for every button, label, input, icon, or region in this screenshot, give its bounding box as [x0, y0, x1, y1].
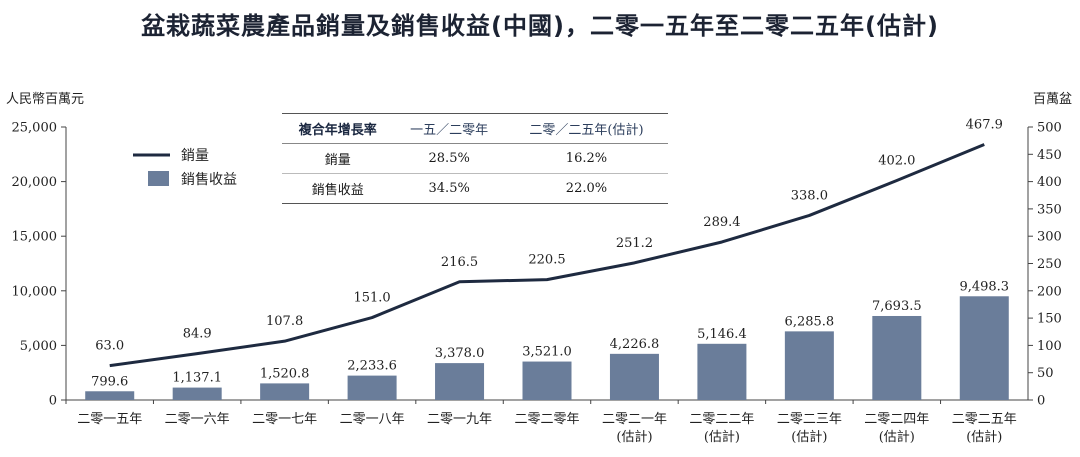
revenue-data-label: 1,520.8 — [260, 366, 310, 381]
cagr-table: 複合年增長率 一五／二零年 二零／二五年(估計) 銷量 28.5% 16.2% … — [282, 113, 668, 204]
revenue-bar — [609, 353, 659, 400]
cagr-value: 28.5% — [393, 143, 505, 174]
revenue-bar — [959, 296, 1009, 400]
y-right-tick-label: 100 — [1037, 339, 1062, 354]
cagr-row-label: 銷售收益 — [282, 173, 394, 204]
cagr-header-period-1: 一五／二零年 — [393, 113, 505, 144]
x-tick-label: 二零二三年 — [777, 412, 842, 427]
revenue-data-label: 9,498.3 — [959, 279, 1009, 294]
x-tick-label: 二零二零年 — [514, 412, 579, 427]
x-tick-label: (估計) — [791, 429, 827, 445]
volume-data-label: 289.4 — [703, 215, 740, 230]
y-right-tick-label: 350 — [1037, 202, 1062, 217]
y-right-tick-label: 400 — [1037, 175, 1062, 190]
cagr-value: 34.5% — [393, 173, 505, 204]
y-left-tick-label: 20,000 — [12, 175, 58, 190]
y-left-tick-label: 15,000 — [12, 230, 58, 245]
y-right-tick-label: 250 — [1037, 257, 1062, 272]
revenue-bar — [784, 331, 834, 400]
volume-data-label: 338.0 — [791, 188, 828, 203]
y-right-tick-label: 450 — [1037, 148, 1062, 163]
y-left-tick-label: 25,000 — [12, 121, 58, 136]
cagr-value: 22.0% — [504, 173, 668, 204]
volume-data-label: 467.9 — [966, 118, 1003, 133]
revenue-bar — [872, 315, 922, 400]
revenue-bar — [435, 363, 485, 400]
revenue-data-label: 799.6 — [91, 374, 128, 389]
revenue-data-label: 2,233.6 — [347, 359, 397, 374]
x-tick-label: 二零一七年 — [252, 412, 317, 427]
y-right-tick-label: 0 — [1037, 394, 1045, 409]
legend-line-label: 銷量 — [181, 148, 209, 164]
x-tick-label: 二零二一年 — [602, 412, 667, 427]
revenue-bar — [347, 375, 397, 400]
revenue-data-label: 6,285.8 — [785, 314, 835, 329]
volume-line — [109, 143, 985, 368]
revenue-bars — [85, 296, 1009, 400]
x-tick-label: 二零一六年 — [165, 412, 230, 427]
cagr-value: 16.2% — [504, 143, 668, 174]
volume-data-label: 402.0 — [878, 154, 915, 169]
y-left-tick-label: 5,000 — [20, 339, 57, 354]
revenue-bar — [697, 343, 747, 400]
revenue-bar — [260, 383, 310, 400]
axes: 0 5,000 10,000 15,000 20,000 25,000 0 50 100 150 2… — [6, 92, 1072, 445]
legend-bar-swatch — [148, 171, 169, 186]
y-left-axis-label: 人民幣百萬元 — [6, 92, 84, 107]
volume-data-label: 216.5 — [441, 255, 478, 270]
revenue-data-label: 1,137.1 — [172, 371, 222, 386]
y-right-tick-label: 200 — [1037, 284, 1062, 299]
revenue-data-label: 4,226.8 — [610, 337, 660, 352]
volume-data-label: 220.5 — [528, 253, 565, 268]
revenue-bar — [522, 361, 572, 400]
y-right-tick-label: 300 — [1037, 230, 1062, 245]
cagr-header-label: 複合年增長率 — [282, 113, 394, 144]
y-left-tick-label: 10,000 — [12, 284, 58, 299]
y-right-tick-label: 150 — [1037, 312, 1062, 327]
cagr-row-label: 銷量 — [282, 143, 394, 174]
data-labels: 799.6 1,137.1 1,520.8 2,233.6 3,378.0 3,521.0… — [91, 118, 1009, 390]
x-tick-label: (估計) — [704, 429, 740, 445]
revenue-data-label: 3,521.0 — [522, 345, 572, 360]
legend-bar-label: 銷售收益 — [181, 172, 237, 188]
x-tick-label: 二零二二年 — [689, 412, 754, 427]
x-tick-label: 二零一九年 — [427, 412, 492, 427]
x-tick-label: (估計) — [616, 429, 652, 445]
revenue-data-label: 5,146.4 — [697, 327, 747, 342]
revenue-data-label: 7,693.5 — [872, 299, 922, 314]
volume-data-label: 63.0 — [95, 339, 124, 354]
y-right-tick-label: 500 — [1037, 121, 1062, 136]
x-tick-label: 二零一五年 — [77, 412, 142, 427]
chart-title: 盆栽蔬菜農產品銷量及銷售收益(中國)，二零一五年至二零二五年(估計) — [141, 12, 939, 40]
y-right-axis-label: 百萬盆 — [1033, 92, 1072, 107]
x-tick-label: 二零二四年 — [864, 412, 929, 427]
y-right-tick-label: 50 — [1037, 366, 1054, 381]
volume-data-label: 251.2 — [616, 236, 653, 251]
revenue-bar — [85, 391, 135, 400]
x-tick-label: (估計) — [966, 429, 1002, 445]
x-tick-label: 二零二五年 — [952, 412, 1017, 427]
x-tick-label: 二零一八年 — [340, 412, 405, 427]
cagr-header-period-2: 二零／二五年(估計) — [504, 113, 668, 144]
volume-data-label: 151.0 — [353, 291, 390, 306]
x-tick-label: (估計) — [879, 429, 915, 445]
revenue-bar — [172, 387, 222, 400]
volume-data-label: 107.8 — [266, 314, 303, 329]
revenue-data-label: 3,378.0 — [435, 346, 485, 361]
volume-data-label: 84.9 — [183, 327, 212, 342]
y-left-tick-label: 0 — [49, 394, 57, 409]
